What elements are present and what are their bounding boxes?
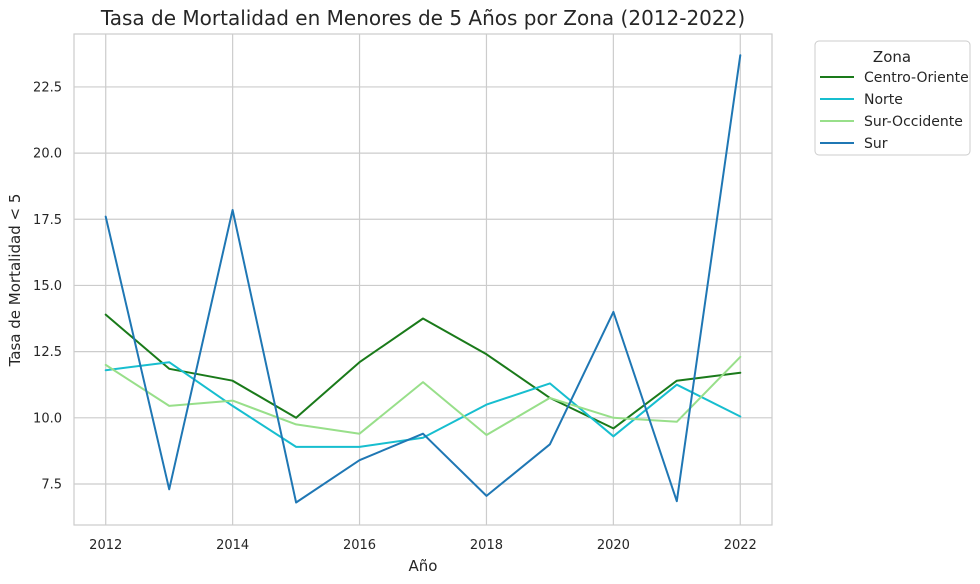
y-tick-label: 22.5 bbox=[33, 80, 62, 95]
x-tick-label: 2018 bbox=[470, 538, 503, 553]
y-tick-label: 12.5 bbox=[33, 345, 62, 360]
plot-frame bbox=[73, 33, 773, 526]
y-tick-labels: 7.5 10.0 12.5 15.0 17.5 20.0 22.5 bbox=[33, 80, 62, 492]
legend-title: Zona bbox=[873, 48, 911, 66]
legend: Zona Centro-Oriente Norte Sur-Occidente Sur bbox=[814, 40, 971, 156]
grid bbox=[74, 34, 772, 525]
y-tick-label: 10.0 bbox=[33, 411, 62, 426]
y-tick-label: 20.0 bbox=[33, 147, 62, 162]
y-axis-label: Tasa de Mortalidad < 5 bbox=[6, 194, 24, 368]
x-tick-label: 2022 bbox=[724, 538, 757, 553]
series-line-sur bbox=[104, 54, 742, 504]
legend-items: Centro-Oriente Norte Sur-Occidente Sur bbox=[820, 70, 969, 152]
y-tick-label: 15.0 bbox=[33, 279, 62, 294]
legend-box bbox=[814, 40, 971, 156]
legend-entry-label: Sur bbox=[864, 136, 888, 152]
legend-entry-label: Centro-Oriente bbox=[864, 70, 969, 86]
legend-entry-label: Sur-Occidente bbox=[864, 114, 963, 130]
y-tick-label: 7.5 bbox=[41, 477, 62, 492]
x-tick-labels: 2012 2014 2016 2018 2020 2022 bbox=[89, 538, 757, 553]
series-group bbox=[104, 54, 742, 504]
x-axis-label: Año bbox=[409, 557, 438, 575]
y-tick-label: 17.5 bbox=[33, 213, 62, 228]
x-tick-label: 2020 bbox=[597, 538, 630, 553]
x-tick-label: 2012 bbox=[89, 538, 122, 553]
x-tick-label: 2016 bbox=[343, 538, 376, 553]
x-tick-label: 2014 bbox=[216, 538, 249, 553]
chart-title: Tasa de Mortalidad en Menores de 5 Años … bbox=[100, 6, 745, 30]
series-line-sur-occidente bbox=[104, 355, 742, 436]
legend-entry-label: Norte bbox=[864, 92, 903, 108]
series-line-centro-oriente bbox=[104, 313, 742, 430]
